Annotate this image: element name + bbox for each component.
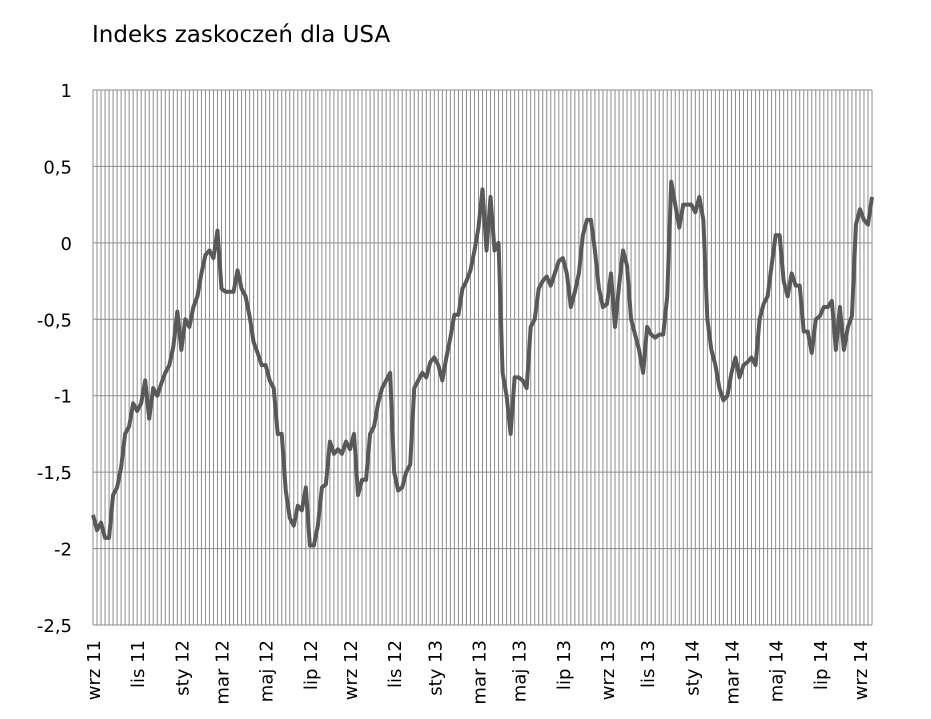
x-tick-label: lip 13 <box>554 640 575 690</box>
y-tick-label: -0,5 <box>37 310 72 331</box>
y-tick-label: -1 <box>54 387 72 408</box>
x-tick-label: sty 13 <box>425 640 446 696</box>
x-tick-label: wrz 14 <box>851 640 872 700</box>
y-tick-label: 0 <box>61 234 72 255</box>
y-tick-label: -2 <box>54 540 72 561</box>
x-tick-label: lis 11 <box>128 640 149 688</box>
chart-title: Indeks zaskoczeń dla USA <box>92 22 390 48</box>
y-tick-label: 0,5 <box>43 157 72 178</box>
data-line <box>91 179 874 548</box>
y-tick-label: 1 <box>61 81 72 102</box>
x-tick-label: maj 12 <box>257 640 278 702</box>
x-tick-label: maj 14 <box>767 640 788 702</box>
x-tick-label: mar 12 <box>212 640 233 705</box>
x-tick-label: maj 13 <box>510 640 531 702</box>
x-tick-label: lis 13 <box>638 640 659 688</box>
x-tick-label: mar 13 <box>469 640 490 705</box>
y-tick-label: -1,5 <box>37 463 72 484</box>
x-tick-label: sty 12 <box>172 640 193 696</box>
x-tick-label: lip 12 <box>301 640 322 690</box>
x-tick-label: lip 14 <box>811 640 832 690</box>
x-tick-label: wrz 12 <box>341 640 362 700</box>
x-tick-label: wrz 13 <box>598 640 619 700</box>
x-tick-label: sty 14 <box>682 640 703 696</box>
x-tick-label: mar 14 <box>722 640 743 705</box>
x-tick-label: lis 12 <box>385 640 406 688</box>
x-tick-label: wrz 11 <box>84 640 105 700</box>
y-tick-label: -2,5 <box>37 616 72 637</box>
